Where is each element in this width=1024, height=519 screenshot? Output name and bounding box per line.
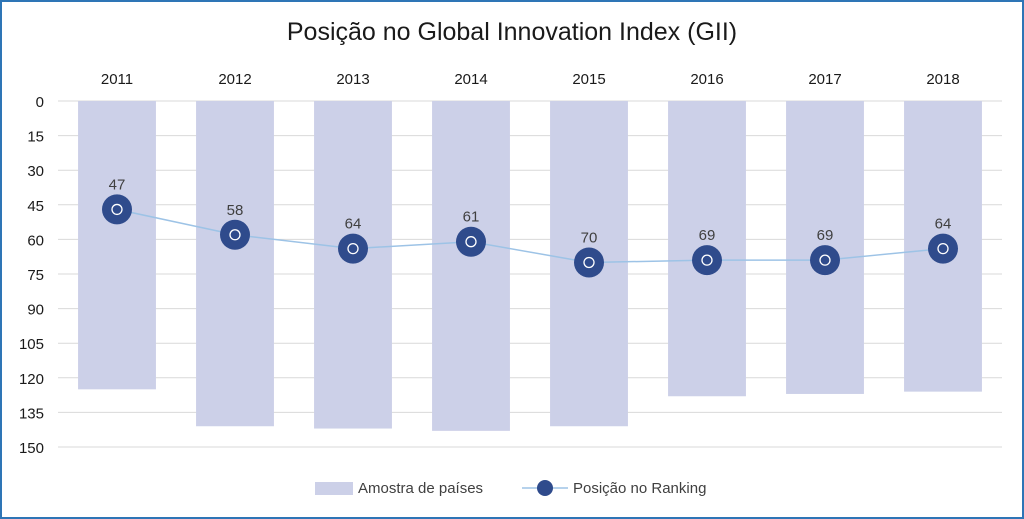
data-point-ring (583, 256, 595, 269)
x-tick-label: 2011 (101, 71, 133, 88)
data-label: 64 (935, 216, 952, 233)
data-point (692, 245, 722, 276)
data-point-ring (937, 242, 949, 255)
data-label: 69 (817, 227, 834, 244)
chart-title: Posição no Global Innovation Index (GII) (286, 18, 738, 46)
y-tick-label: 15 (27, 129, 44, 146)
data-point-ring (465, 236, 477, 248)
legend-label-bars: Amostra de países (358, 480, 483, 497)
data-label: 70 (581, 229, 598, 246)
x-tick-label: 2016 (690, 71, 723, 88)
data-point-ring (701, 254, 713, 266)
legend-label-line: Posição no Ranking (573, 480, 706, 497)
line-series: 47 58 64 61 70 69 69 64 (102, 176, 958, 278)
data-point (574, 247, 604, 278)
data-point (456, 226, 486, 257)
x-tick-label: 2013 (336, 71, 369, 88)
y-tick-label: 75 (27, 267, 44, 284)
bar (314, 101, 392, 429)
data-label: 69 (699, 227, 716, 244)
data-point (220, 219, 250, 250)
x-axis-ticks: 2011 2012 2013 2014 2015 2016 2017 2018 (101, 71, 960, 88)
y-tick-label: 90 (27, 302, 44, 319)
bar (432, 101, 510, 431)
data-point (810, 245, 840, 276)
x-tick-label: 2018 (926, 71, 959, 88)
legend-marker (537, 480, 553, 496)
data-point-ring (819, 254, 831, 266)
y-tick-label: 30 (27, 163, 44, 180)
data-label: 58 (227, 202, 244, 219)
data-point (338, 233, 368, 264)
bar (196, 101, 274, 427)
y-tick-label: 105 (19, 336, 44, 353)
legend: Amostra de países Posição no Ranking (315, 480, 706, 497)
y-tick-label: 135 (19, 405, 44, 422)
data-point-ring (229, 229, 241, 241)
y-axis-ticks: 0 15 30 45 60 75 90 105 120 135 150 (19, 94, 44, 457)
x-tick-label: 2015 (572, 71, 605, 88)
y-tick-label: 120 (19, 371, 44, 388)
data-point (928, 233, 958, 264)
x-tick-label: 2012 (218, 71, 251, 88)
data-point-ring (111, 203, 123, 216)
data-label: 61 (463, 209, 480, 226)
bar-series (78, 101, 982, 431)
series-line (116, 208, 944, 264)
x-tick-label: 2017 (808, 71, 841, 88)
y-tick-label: 60 (27, 232, 44, 249)
data-label: 64 (345, 216, 362, 233)
legend-swatch-bars (315, 482, 353, 495)
y-tick-label: 45 (27, 198, 44, 215)
data-point-ring (347, 242, 359, 255)
y-tick-label: 150 (19, 440, 44, 457)
x-tick-label: 2014 (454, 71, 487, 88)
y-tick-label: 0 (36, 94, 44, 111)
data-label: 47 (109, 176, 126, 193)
bar (78, 101, 156, 390)
data-point (102, 194, 132, 225)
